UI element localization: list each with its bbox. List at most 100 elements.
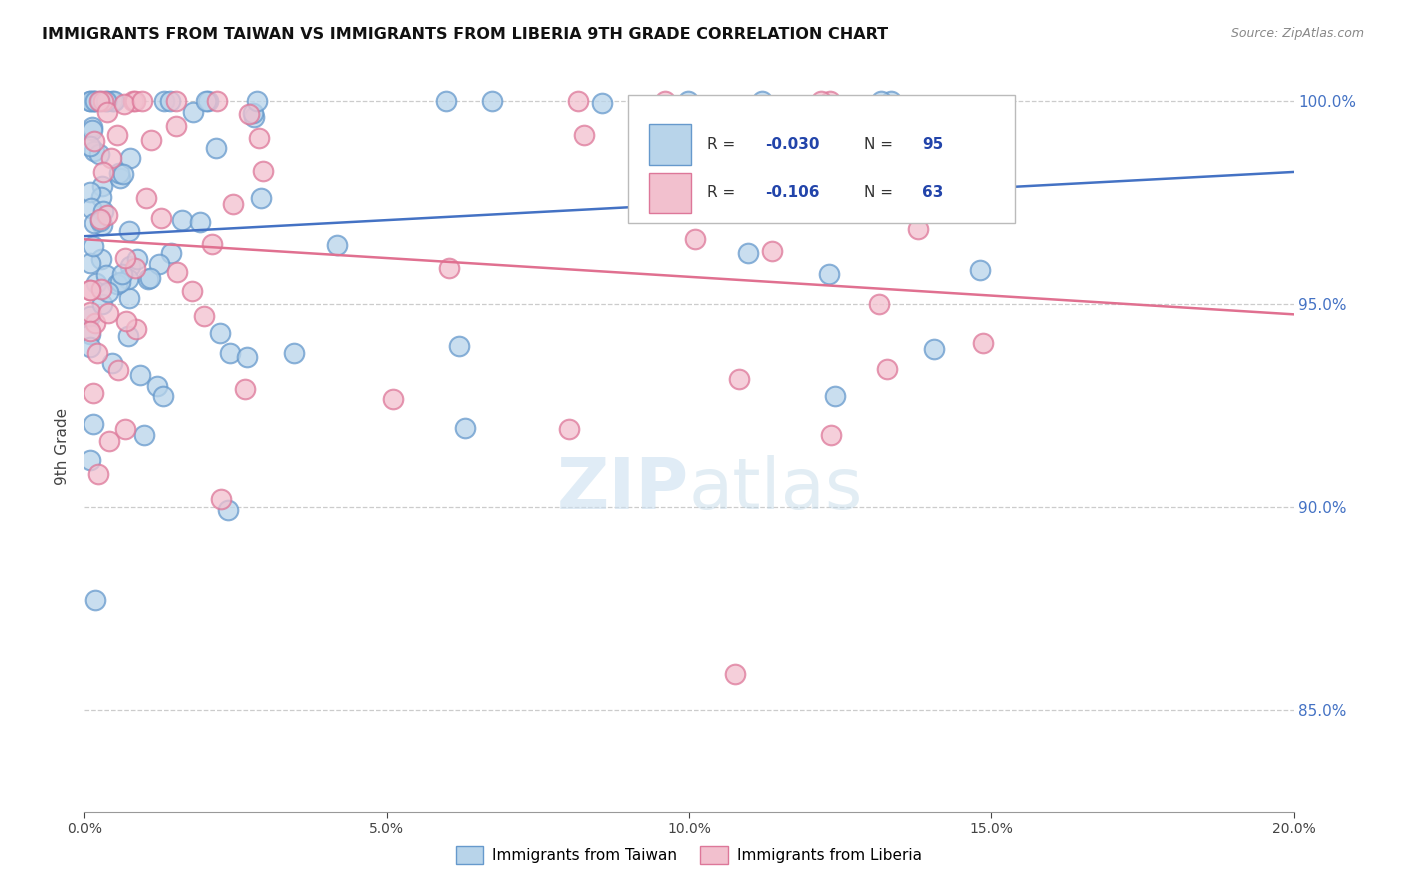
Point <box>558 422 581 436</box>
Point <box>79 324 101 338</box>
Point <box>205 140 228 154</box>
Point <box>120 259 142 273</box>
Point <box>159 94 181 108</box>
Point <box>96 268 118 282</box>
Point <box>728 371 751 385</box>
Point <box>247 131 270 145</box>
Point <box>139 270 162 285</box>
Point <box>90 282 112 296</box>
Point <box>121 94 143 108</box>
Y-axis label: 9th Grade: 9th Grade <box>55 408 70 484</box>
Point <box>839 128 862 143</box>
Point <box>481 94 503 108</box>
Point <box>90 252 112 266</box>
Text: 95: 95 <box>922 137 943 152</box>
Point <box>101 356 124 370</box>
Point <box>166 94 188 108</box>
Point <box>93 204 115 219</box>
Point <box>159 245 181 260</box>
Point <box>111 267 134 281</box>
Point <box>89 212 111 227</box>
Point <box>84 94 107 108</box>
Text: R =: R = <box>707 137 740 152</box>
Point <box>91 164 114 178</box>
Point <box>880 128 903 143</box>
Point <box>145 378 167 392</box>
Point <box>90 190 112 204</box>
Point <box>209 491 232 506</box>
Point <box>94 94 117 108</box>
Text: R =: R = <box>707 186 740 200</box>
Point <box>197 94 219 108</box>
Point <box>114 422 136 436</box>
Point <box>118 151 141 165</box>
Text: ZIP: ZIP <box>557 456 689 524</box>
Point <box>117 224 139 238</box>
Point <box>79 305 101 319</box>
Point <box>382 392 405 407</box>
Point <box>572 128 595 142</box>
Bar <box>650 172 692 213</box>
Text: IMMIGRANTS FROM TAIWAN VS IMMIGRANTS FROM LIBERIA 9TH GRADE CORRELATION CHART: IMMIGRANTS FROM TAIWAN VS IMMIGRANTS FRO… <box>42 27 889 42</box>
Point <box>108 275 131 289</box>
Point <box>972 335 994 350</box>
Point <box>567 94 589 108</box>
Bar <box>650 124 692 164</box>
Point <box>79 340 101 354</box>
Point <box>152 389 174 403</box>
Point <box>761 244 783 258</box>
Point <box>818 94 841 108</box>
Point <box>84 276 107 290</box>
Point <box>233 382 256 396</box>
Point <box>79 327 101 342</box>
Point <box>676 94 699 108</box>
Point <box>236 350 259 364</box>
Point <box>83 94 105 108</box>
Point <box>80 123 103 137</box>
Point <box>868 297 890 311</box>
Point <box>97 434 120 448</box>
Point <box>131 94 153 108</box>
Point <box>283 345 305 359</box>
Point <box>90 178 112 193</box>
FancyBboxPatch shape <box>628 95 1015 223</box>
Point <box>110 170 132 185</box>
Point <box>89 214 111 228</box>
Point <box>82 386 104 401</box>
Point <box>195 94 218 108</box>
Point <box>93 94 115 108</box>
Point <box>991 185 1014 199</box>
Point <box>79 94 101 108</box>
Point <box>112 96 135 111</box>
Point <box>79 283 101 297</box>
Point <box>84 592 107 607</box>
Point <box>118 291 141 305</box>
Point <box>139 133 162 147</box>
Point <box>125 322 148 336</box>
Point <box>869 94 891 108</box>
Point <box>89 94 111 108</box>
Point <box>824 389 846 403</box>
Point <box>201 236 224 251</box>
Point <box>79 185 101 199</box>
Point <box>83 216 105 230</box>
Point <box>97 306 120 320</box>
Point <box>132 427 155 442</box>
Point <box>87 147 110 161</box>
Point <box>751 94 773 108</box>
Point <box>107 277 129 291</box>
Point <box>82 239 104 253</box>
Point <box>124 94 146 108</box>
Point <box>96 94 118 108</box>
Point <box>810 94 832 108</box>
Point <box>79 453 101 467</box>
Point <box>96 208 118 222</box>
Point <box>83 316 105 330</box>
Point <box>82 417 104 431</box>
Point <box>170 212 193 227</box>
Point <box>219 346 242 360</box>
Legend: Immigrants from Taiwan, Immigrants from Liberia: Immigrants from Taiwan, Immigrants from … <box>450 840 928 870</box>
Point <box>80 120 103 134</box>
Point <box>654 94 676 108</box>
Point <box>135 191 157 205</box>
